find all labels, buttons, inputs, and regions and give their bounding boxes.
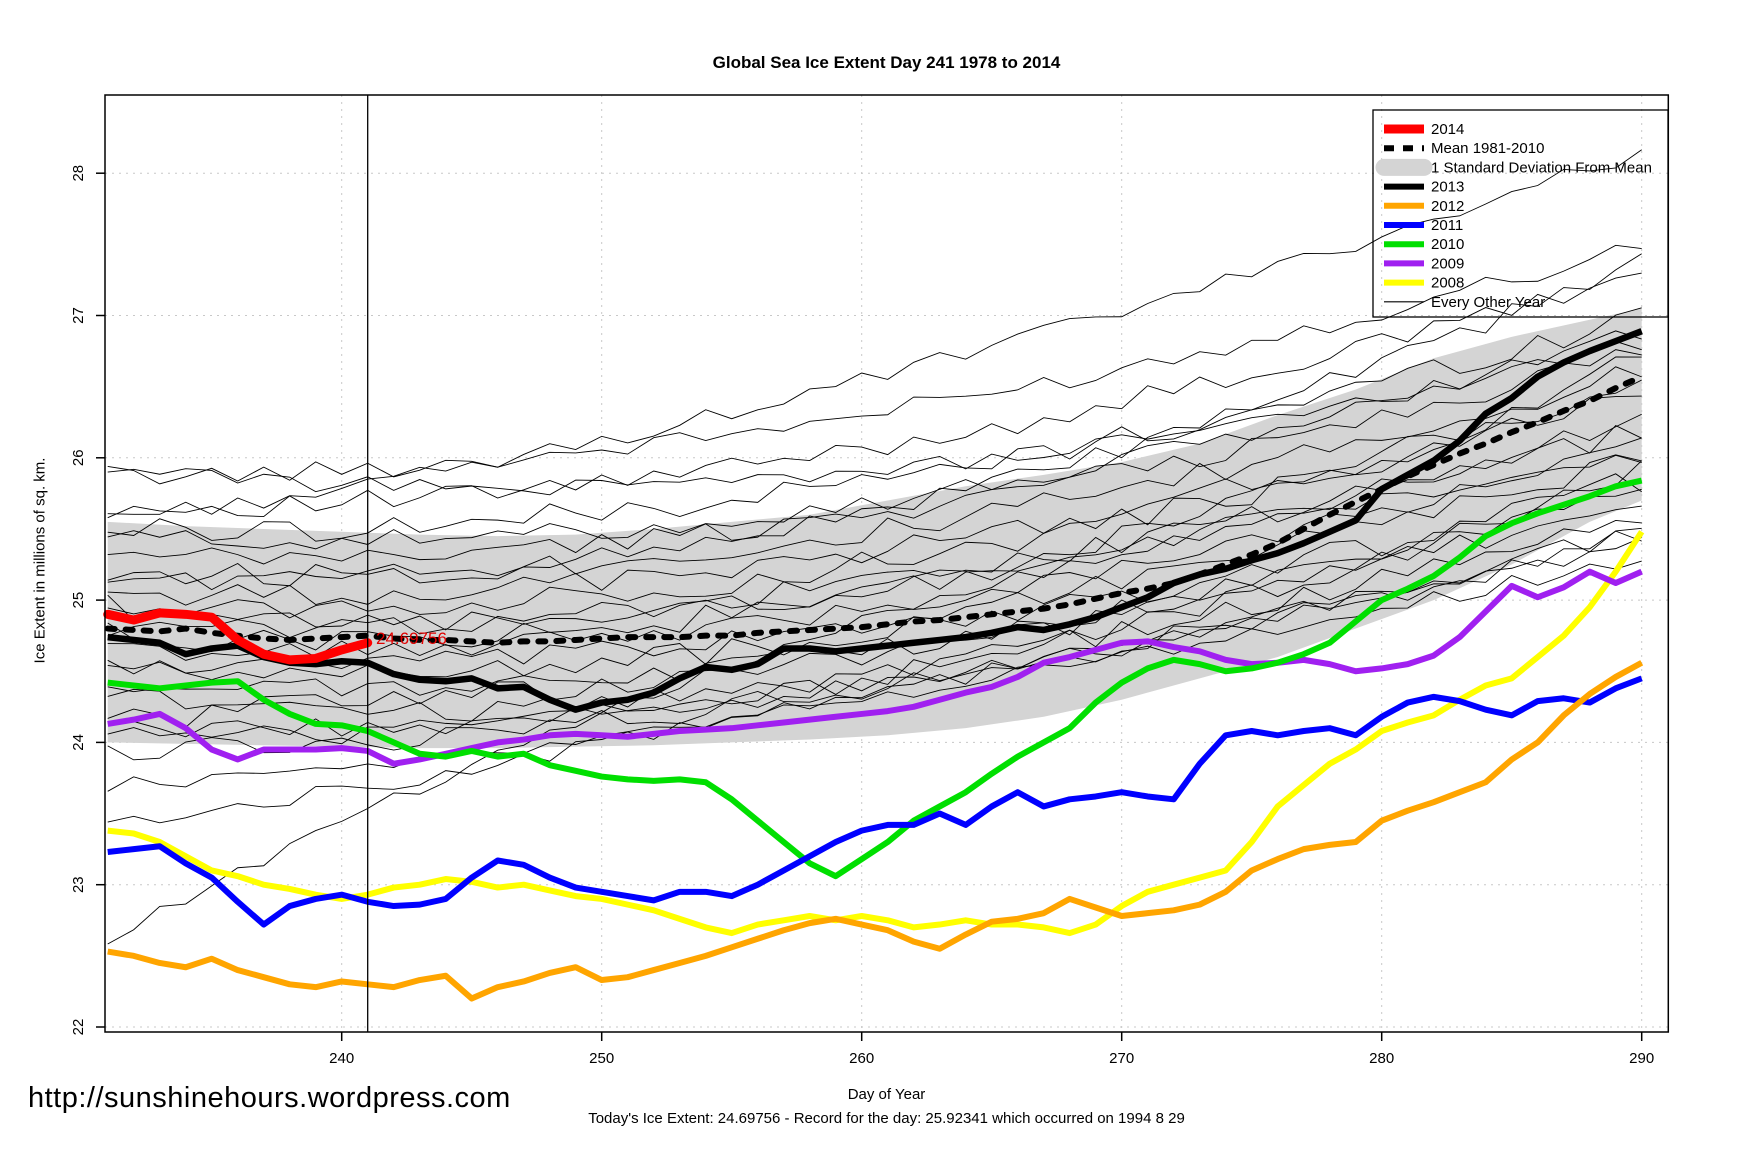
x-tick-label: 260 <box>849 1050 874 1067</box>
x-tick-label: 280 <box>1369 1050 1394 1067</box>
every-other-year-line <box>107 520 1642 728</box>
every-other-year-line <box>107 379 1642 606</box>
y-tick-label: 28 <box>70 165 87 182</box>
series-2008-line <box>107 530 1645 937</box>
chart-title: Global Sea Ice Extent Day 241 1978 to 20… <box>712 53 1061 72</box>
every-other-year-line <box>107 530 1642 761</box>
series-2012-line <box>107 660 1644 1002</box>
legend-label: 2014 <box>1431 121 1464 138</box>
y-tick-label: 24 <box>70 734 87 751</box>
every-other-year-line <box>107 505 1642 713</box>
legend-label: 2008 <box>1431 275 1464 292</box>
every-other-year-line <box>107 307 1642 542</box>
every-other-year-line <box>107 395 1642 621</box>
every-other-year-line <box>107 413 1642 631</box>
legend-label: 2010 <box>1431 236 1464 253</box>
every-other-year-line <box>107 437 1642 661</box>
every-other-year-line <box>107 149 1642 515</box>
x-tick-label: 270 <box>1109 1050 1134 1067</box>
legend-label: 2011 <box>1431 217 1463 234</box>
series-mean-1981-2010-line <box>104 373 1645 646</box>
series-2011-line <box>107 675 1643 928</box>
footer-url[interactable]: http://sunshinehours.wordpress.com <box>28 1082 511 1114</box>
legend-box <box>1372 109 1669 318</box>
legend-label: 2012 <box>1431 198 1464 215</box>
std-deviation-band <box>107 308 1642 749</box>
every-other-year-line <box>107 527 1642 738</box>
y-tick-label: 25 <box>70 592 87 609</box>
x-tick-label: 240 <box>329 1050 354 1067</box>
y-tick-label: 27 <box>70 307 87 324</box>
x-tick-label: 290 <box>1629 1050 1654 1067</box>
every-other-year-line <box>107 340 1642 496</box>
plot-frame <box>104 94 1670 1033</box>
series-2010-line <box>107 477 1643 880</box>
legend-label: 2009 <box>1431 255 1464 272</box>
series-2009-line <box>107 568 1643 767</box>
y-tick-label: 26 <box>70 449 87 466</box>
every-other-year-line <box>107 560 1642 792</box>
x-tick-label: 250 <box>589 1050 614 1067</box>
legend-label: 1 Standard Deviation From Mean <box>1431 159 1652 176</box>
every-other-year-line <box>107 272 1642 519</box>
every-other-year-line <box>107 244 1642 485</box>
ice-extent-annotation: 24.69756 <box>376 629 447 648</box>
y-tick-label: 22 <box>70 1019 87 1036</box>
legend-label: Mean 1981-2010 <box>1431 140 1544 157</box>
every-other-year-line <box>107 356 1642 652</box>
every-other-year-line <box>107 454 1642 945</box>
every-other-year-line <box>107 330 1642 550</box>
y-axis-label: Ice Extent in millions of sq. km. <box>31 457 49 664</box>
x-axis-label: Day of Year <box>847 1086 926 1103</box>
legend-label: 2013 <box>1431 179 1464 196</box>
every-other-year-line <box>107 366 1642 587</box>
every-other-year-line <box>107 253 1642 591</box>
y-tick-label: 23 <box>70 876 87 893</box>
legend-label: Every Other Year <box>1431 294 1545 311</box>
series-2014-line <box>103 608 373 665</box>
status-line: Today's Ice Extent: 24.69756 - Record fo… <box>588 1110 1185 1127</box>
every-other-year-line <box>107 349 1642 565</box>
